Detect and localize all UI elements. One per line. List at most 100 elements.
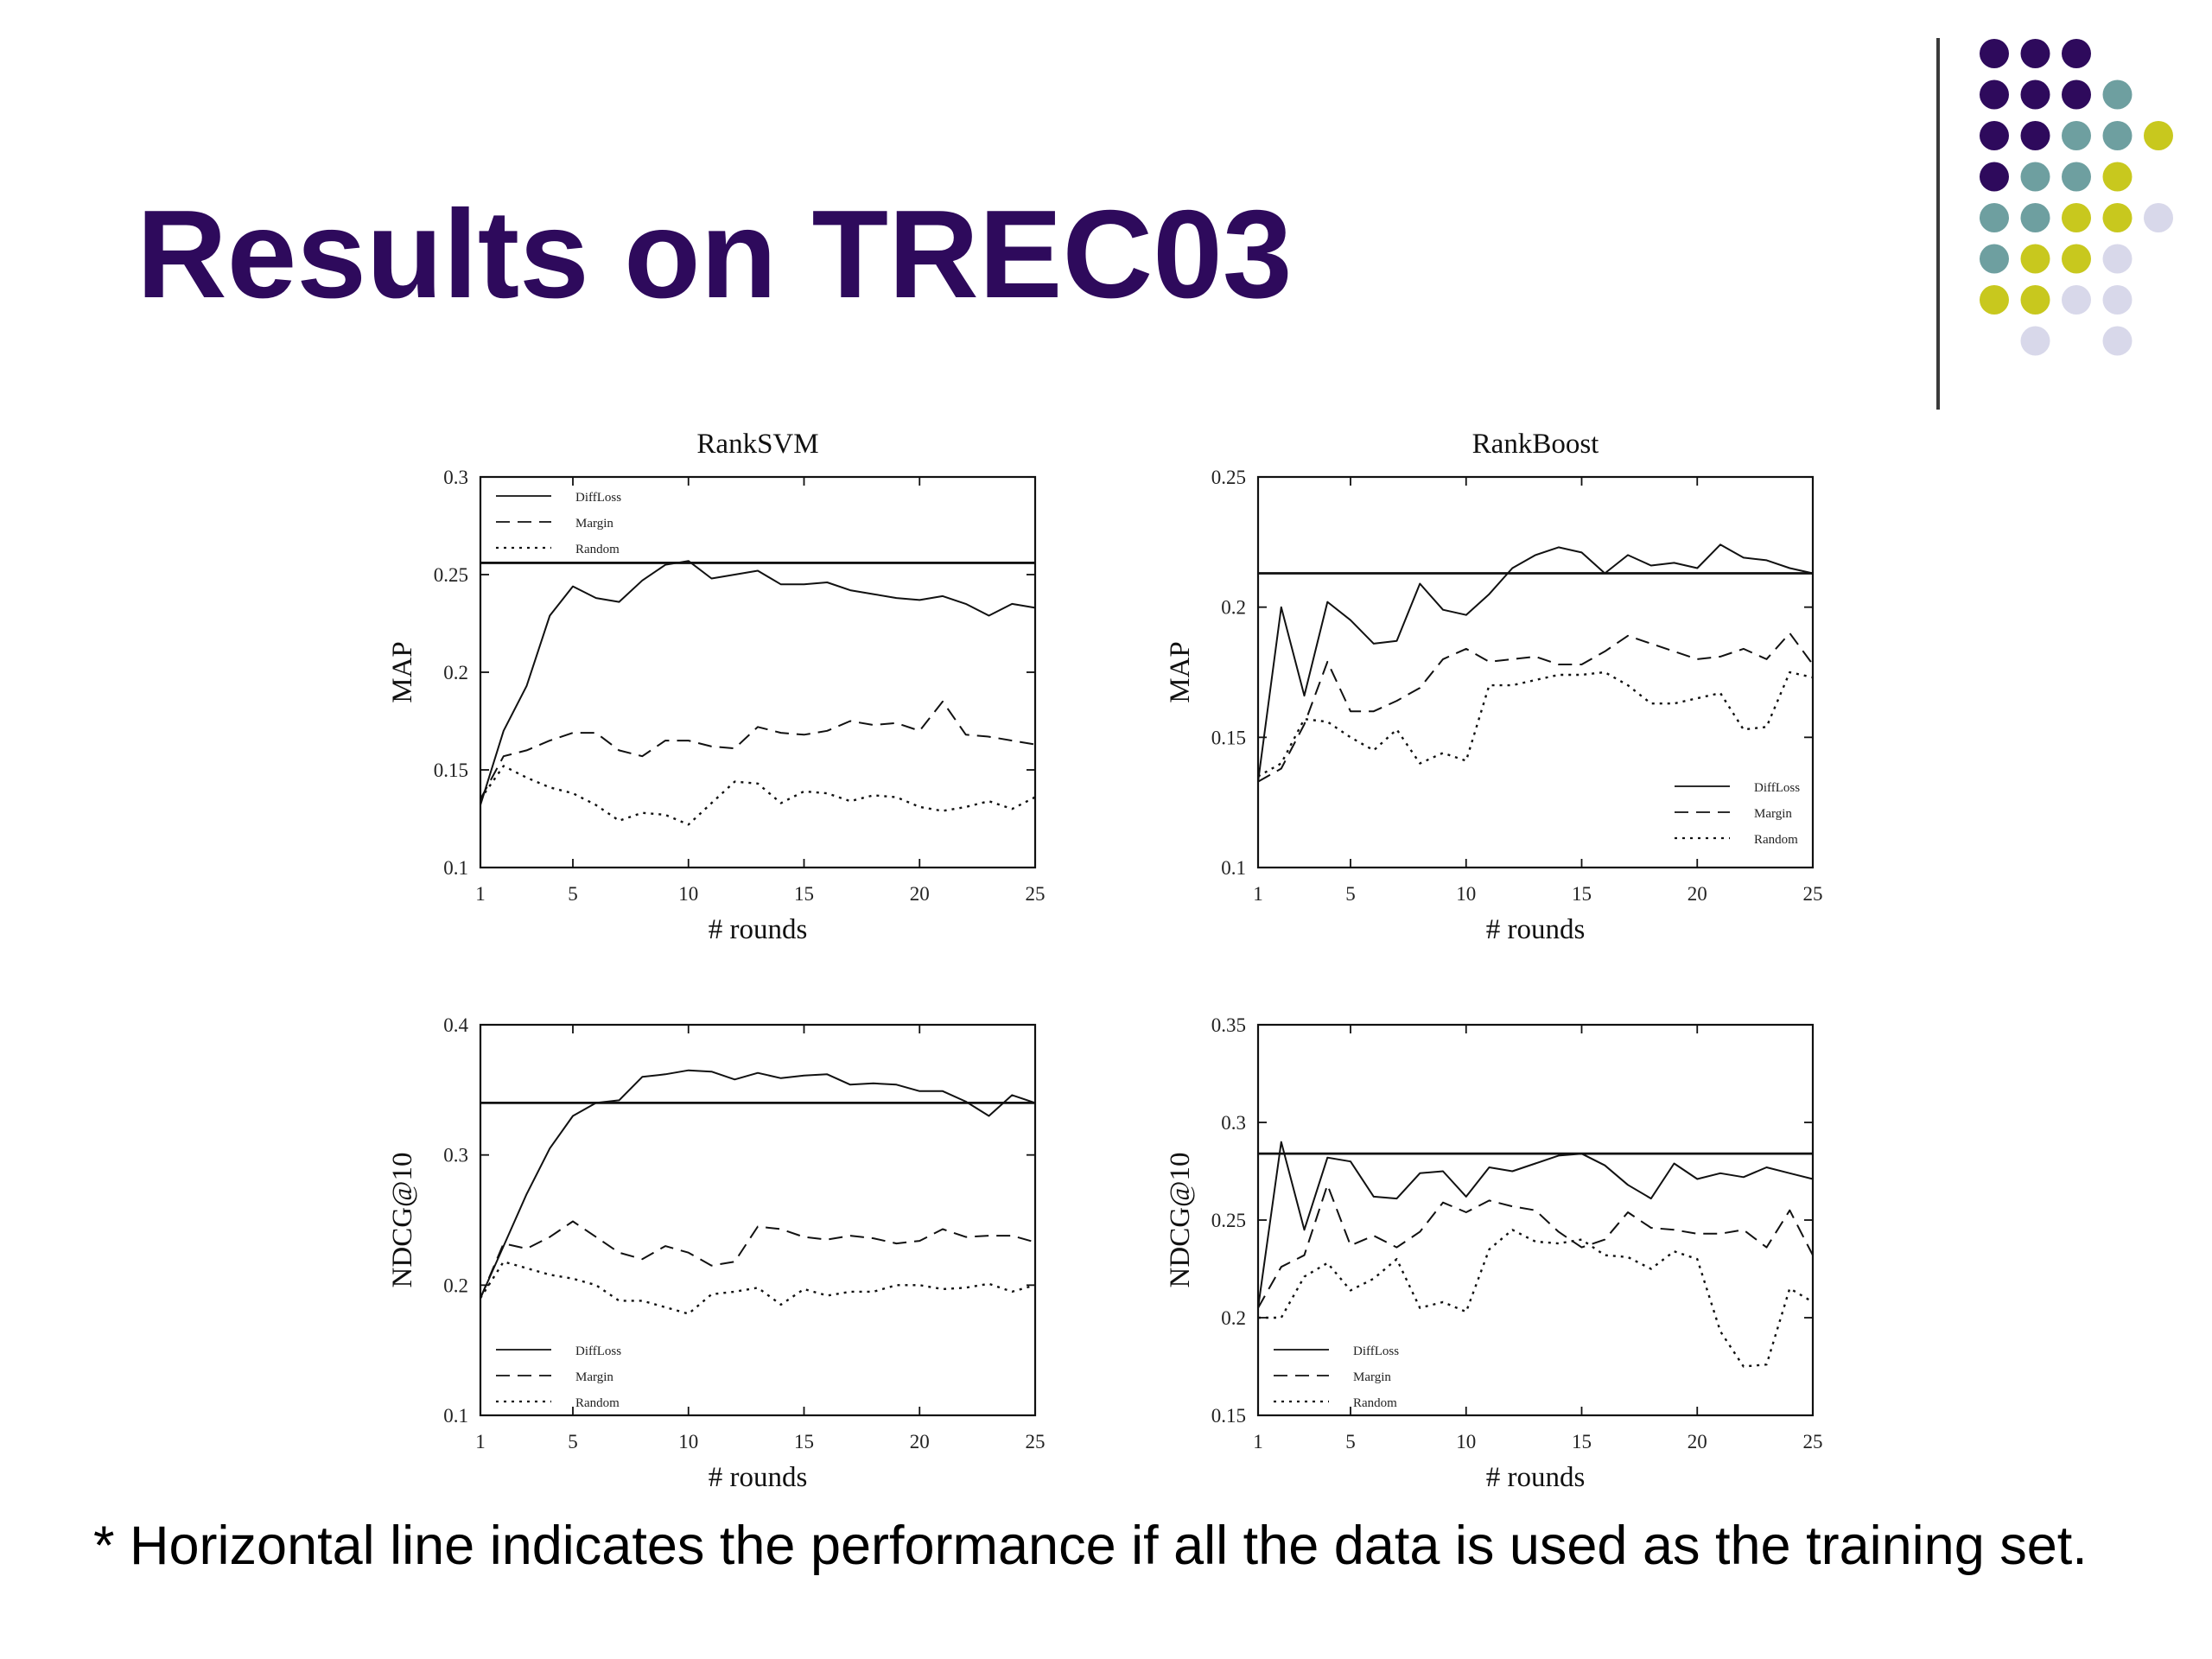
y-tick-label: 0.25: [1211, 467, 1246, 488]
legend: DiffLoss Margin Random: [1675, 781, 1800, 847]
decorative-dot: [2062, 203, 2091, 232]
vertical-divider: [1936, 38, 1940, 410]
chart-rankboost-ndcg: 1 5 10 15 20 250.150.20.250.30.35# roundsNDCG…: [1165, 1014, 1823, 1493]
decorative-dot: [2062, 244, 2091, 274]
y-tick-label: 0.2: [443, 662, 468, 683]
series-line-random: [1257, 671, 1814, 778]
legend-label: Random: [1754, 833, 1798, 847]
x-tick-label: 10: [678, 883, 698, 905]
legend-label: DiffLoss: [1353, 1344, 1399, 1358]
plot-frame: [479, 1023, 1037, 1417]
x-tick-label: 20: [910, 1431, 930, 1452]
x-tick-label: 5: [568, 1431, 578, 1452]
x-tick-label: 10: [678, 1431, 698, 1452]
decorative-dot: [2062, 79, 2091, 110]
legend-label: Margin: [575, 1370, 613, 1384]
x-tick-label: 5: [568, 883, 578, 905]
decorative-dot: [2144, 121, 2173, 150]
x-tick-label: 1: [1253, 1431, 1263, 1452]
series-line-margin: [1257, 1184, 1814, 1309]
y-axis-label: NDCG@10: [1165, 1153, 1196, 1288]
series-line-diffloss: [480, 560, 1036, 805]
decorative-dot: [1980, 79, 2009, 110]
decorative-dot: [2062, 162, 2091, 192]
legend: DiffLoss Margin Random: [496, 1344, 621, 1410]
x-axis-label: # rounds: [1486, 1462, 1586, 1493]
y-tick-label: 0.25: [1211, 1210, 1246, 1231]
y-tick-label: 0.2: [1221, 597, 1246, 619]
decorative-dot: [1980, 244, 2009, 274]
y-tick-label: 0.1: [1221, 857, 1246, 879]
series-line-diffloss: [480, 1069, 1036, 1299]
x-tick-label: 10: [1456, 1431, 1476, 1452]
x-tick-label: 20: [910, 883, 930, 905]
series-line-random: [479, 1260, 1036, 1315]
x-tick-label: 20: [1688, 1431, 1707, 1452]
y-tick-label: 0.15: [1211, 727, 1246, 748]
legend-label: Margin: [1353, 1370, 1391, 1384]
decorative-dot: [1980, 121, 2009, 150]
series-line-diffloss: [1257, 543, 1814, 782]
legend-label: Random: [1353, 1396, 1397, 1410]
legend-label: Margin: [575, 517, 613, 531]
decorative-dot: [1980, 203, 2009, 232]
x-axis-label: # rounds: [709, 1462, 808, 1493]
x-tick-label: 15: [794, 883, 814, 905]
y-tick-label: 0.2: [1221, 1307, 1246, 1329]
legend: DiffLoss Margin Random: [1274, 1344, 1399, 1410]
legend-label: DiffLoss: [575, 491, 621, 505]
decorative-dot: [2020, 326, 2050, 356]
decorative-dot: [2062, 121, 2091, 150]
x-tick-label: 25: [1026, 1431, 1046, 1452]
series-line-random: [1258, 1229, 1814, 1368]
y-tick-label: 0.15: [434, 760, 468, 781]
y-tick-label: 0.35: [1211, 1014, 1246, 1036]
chart-ranksvm-ndcg: 1 5 10 15 20 250.10.20.30.4# roundsNDCG@10Dif…: [387, 1014, 1046, 1493]
x-tick-label: 10: [1456, 883, 1476, 905]
series-line-margin: [480, 700, 1036, 800]
x-tick-label: 20: [1688, 883, 1707, 905]
decorative-dot: [2102, 244, 2133, 274]
x-tick-label: 25: [1026, 883, 1046, 905]
decorative-dot: [2102, 203, 2133, 232]
decorative-dot: [2102, 326, 2133, 356]
x-tick-label: 1: [475, 883, 486, 905]
chart-title: RankBoost: [1472, 429, 1599, 460]
x-tick-label: 15: [794, 1431, 814, 1452]
x-tick-label: 25: [1803, 883, 1823, 905]
x-axis-label: # rounds: [709, 914, 808, 945]
decorative-dot: [2102, 121, 2133, 150]
y-tick-label: 0.3: [443, 1145, 468, 1166]
decorative-dot: [2102, 79, 2133, 110]
y-tick-label: 0.1: [443, 1405, 468, 1427]
y-tick-label: 0.1: [443, 857, 468, 879]
legend-label: DiffLoss: [1754, 781, 1800, 795]
decorative-dot: [1980, 162, 2009, 192]
x-tick-label: 5: [1345, 1431, 1356, 1452]
decorative-dot: [2062, 285, 2091, 315]
y-axis-label: MAP: [387, 641, 418, 703]
y-axis-label: NDCG@10: [387, 1153, 418, 1288]
series-line-diffloss: [1257, 1141, 1814, 1308]
legend-label: Random: [575, 543, 620, 556]
decorative-dot: [2102, 162, 2133, 192]
x-tick-label: 25: [1803, 1431, 1823, 1452]
plot-frame: [1256, 475, 1815, 869]
series-line-random: [480, 765, 1036, 826]
decorative-dot: [2020, 162, 2050, 192]
y-axis-label: MAP: [1165, 641, 1196, 703]
legend: DiffLoss Margin Random: [496, 491, 621, 556]
decorative-dot-grid: [1980, 39, 2173, 356]
decorative-dot: [1980, 39, 2009, 68]
y-tick-label: 0.25: [434, 564, 468, 586]
series-line-margin: [480, 1220, 1036, 1299]
x-tick-label: 15: [1572, 883, 1592, 905]
decorative-dot: [2020, 39, 2050, 68]
chart-title: RankSVM: [696, 429, 818, 460]
decorative-dot: [2020, 121, 2050, 150]
decorative-dot: [2020, 285, 2050, 315]
x-tick-label: 15: [1572, 1431, 1592, 1452]
